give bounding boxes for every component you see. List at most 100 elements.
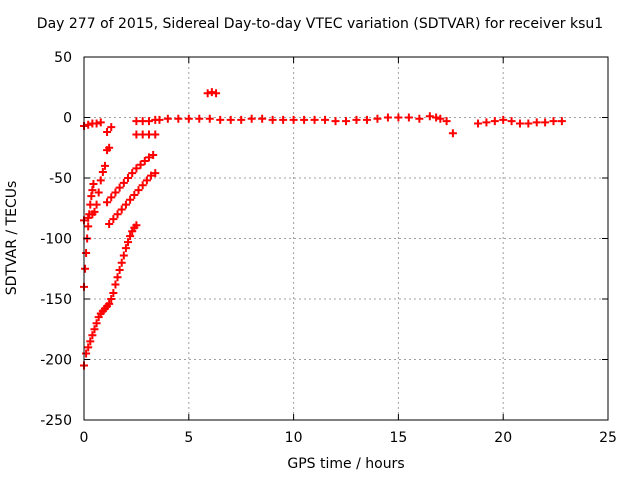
data-point [404, 113, 413, 122]
data-point [115, 265, 124, 274]
data-point [147, 171, 156, 180]
data-point [84, 222, 93, 231]
data-point [92, 319, 101, 328]
data-point [111, 280, 120, 289]
data-point [90, 207, 99, 216]
data-point [144, 117, 153, 126]
data-point [124, 238, 133, 247]
data-point [94, 188, 103, 197]
data-point [103, 128, 112, 137]
data-point [474, 119, 483, 128]
data-point [109, 215, 118, 224]
data-point [490, 117, 499, 126]
x-tick-label: 15 [389, 430, 407, 446]
data-point [84, 213, 93, 222]
data-point [82, 249, 91, 258]
y-tick-label: -100 [40, 232, 72, 248]
data-point [258, 114, 267, 123]
data-point [226, 115, 235, 124]
data-point [149, 151, 158, 160]
data-point [205, 114, 214, 123]
data-point [216, 115, 225, 124]
data-point [425, 112, 434, 121]
data-point [107, 193, 116, 202]
data-point [207, 88, 216, 97]
data-point [247, 114, 256, 123]
grid-lines [84, 57, 608, 420]
data-point [140, 157, 149, 166]
data-point [88, 331, 97, 340]
data-point [507, 117, 516, 126]
data-point [310, 115, 319, 124]
data-point [151, 130, 160, 139]
data-point [96, 176, 105, 185]
data-point [515, 119, 524, 128]
data-point [342, 117, 350, 126]
data-point [442, 117, 451, 126]
data-point [132, 164, 141, 173]
data-point [163, 114, 172, 123]
data-point [138, 181, 147, 190]
data-point [352, 115, 361, 124]
data-point [132, 221, 141, 230]
data-point [524, 119, 533, 128]
y-tick-label: -150 [40, 292, 72, 308]
data-point [436, 114, 445, 123]
data-points [80, 88, 566, 370]
data-point [212, 89, 221, 98]
data-point [136, 160, 145, 169]
data-point [92, 200, 101, 209]
data-point [482, 118, 491, 127]
y-tick-label: 0 [63, 111, 72, 127]
data-point [383, 113, 392, 122]
x-tick-label: 5 [184, 430, 193, 446]
data-point [134, 186, 143, 195]
x-tick-label: 25 [599, 430, 617, 446]
data-point [88, 186, 97, 195]
data-point [119, 251, 128, 260]
data-point [113, 273, 122, 282]
data-point [113, 210, 122, 219]
data-point [541, 118, 550, 127]
data-point [96, 118, 105, 127]
x-tick-label: 0 [80, 430, 89, 446]
data-point [98, 167, 107, 176]
data-point [111, 188, 120, 197]
data-point [195, 114, 204, 123]
data-point [119, 178, 128, 187]
data-point [557, 117, 566, 126]
data-point [394, 113, 403, 122]
data-point [289, 115, 298, 124]
data-point [184, 114, 193, 123]
data-point [84, 343, 93, 352]
data-point [151, 169, 160, 178]
data-point [105, 219, 114, 228]
data-point [142, 176, 151, 185]
data-point [90, 325, 99, 334]
data-point [155, 115, 164, 124]
data-point [144, 153, 153, 162]
x-tick-label: 20 [494, 430, 512, 446]
data-point [237, 115, 246, 124]
data-point [321, 115, 330, 124]
y-tick-label: 50 [54, 50, 72, 66]
data-point [499, 115, 508, 124]
data-point [126, 195, 135, 204]
data-point [117, 258, 126, 267]
data-point [300, 115, 309, 124]
data-point [115, 183, 124, 192]
data-point [92, 119, 101, 128]
chart-title: Day 277 of 2015, Sidereal Day-to-day VTE… [36, 16, 604, 32]
data-point [121, 200, 130, 209]
data-point [126, 232, 135, 241]
data-point [124, 174, 133, 182]
y-tick-label: -50 [49, 171, 72, 187]
y-tick-label: -250 [40, 413, 72, 429]
data-point [103, 198, 112, 207]
data-point [105, 143, 114, 152]
y-tick-label: -200 [40, 353, 72, 369]
data-point [331, 117, 340, 126]
data-point [84, 120, 93, 129]
data-point [549, 117, 558, 126]
